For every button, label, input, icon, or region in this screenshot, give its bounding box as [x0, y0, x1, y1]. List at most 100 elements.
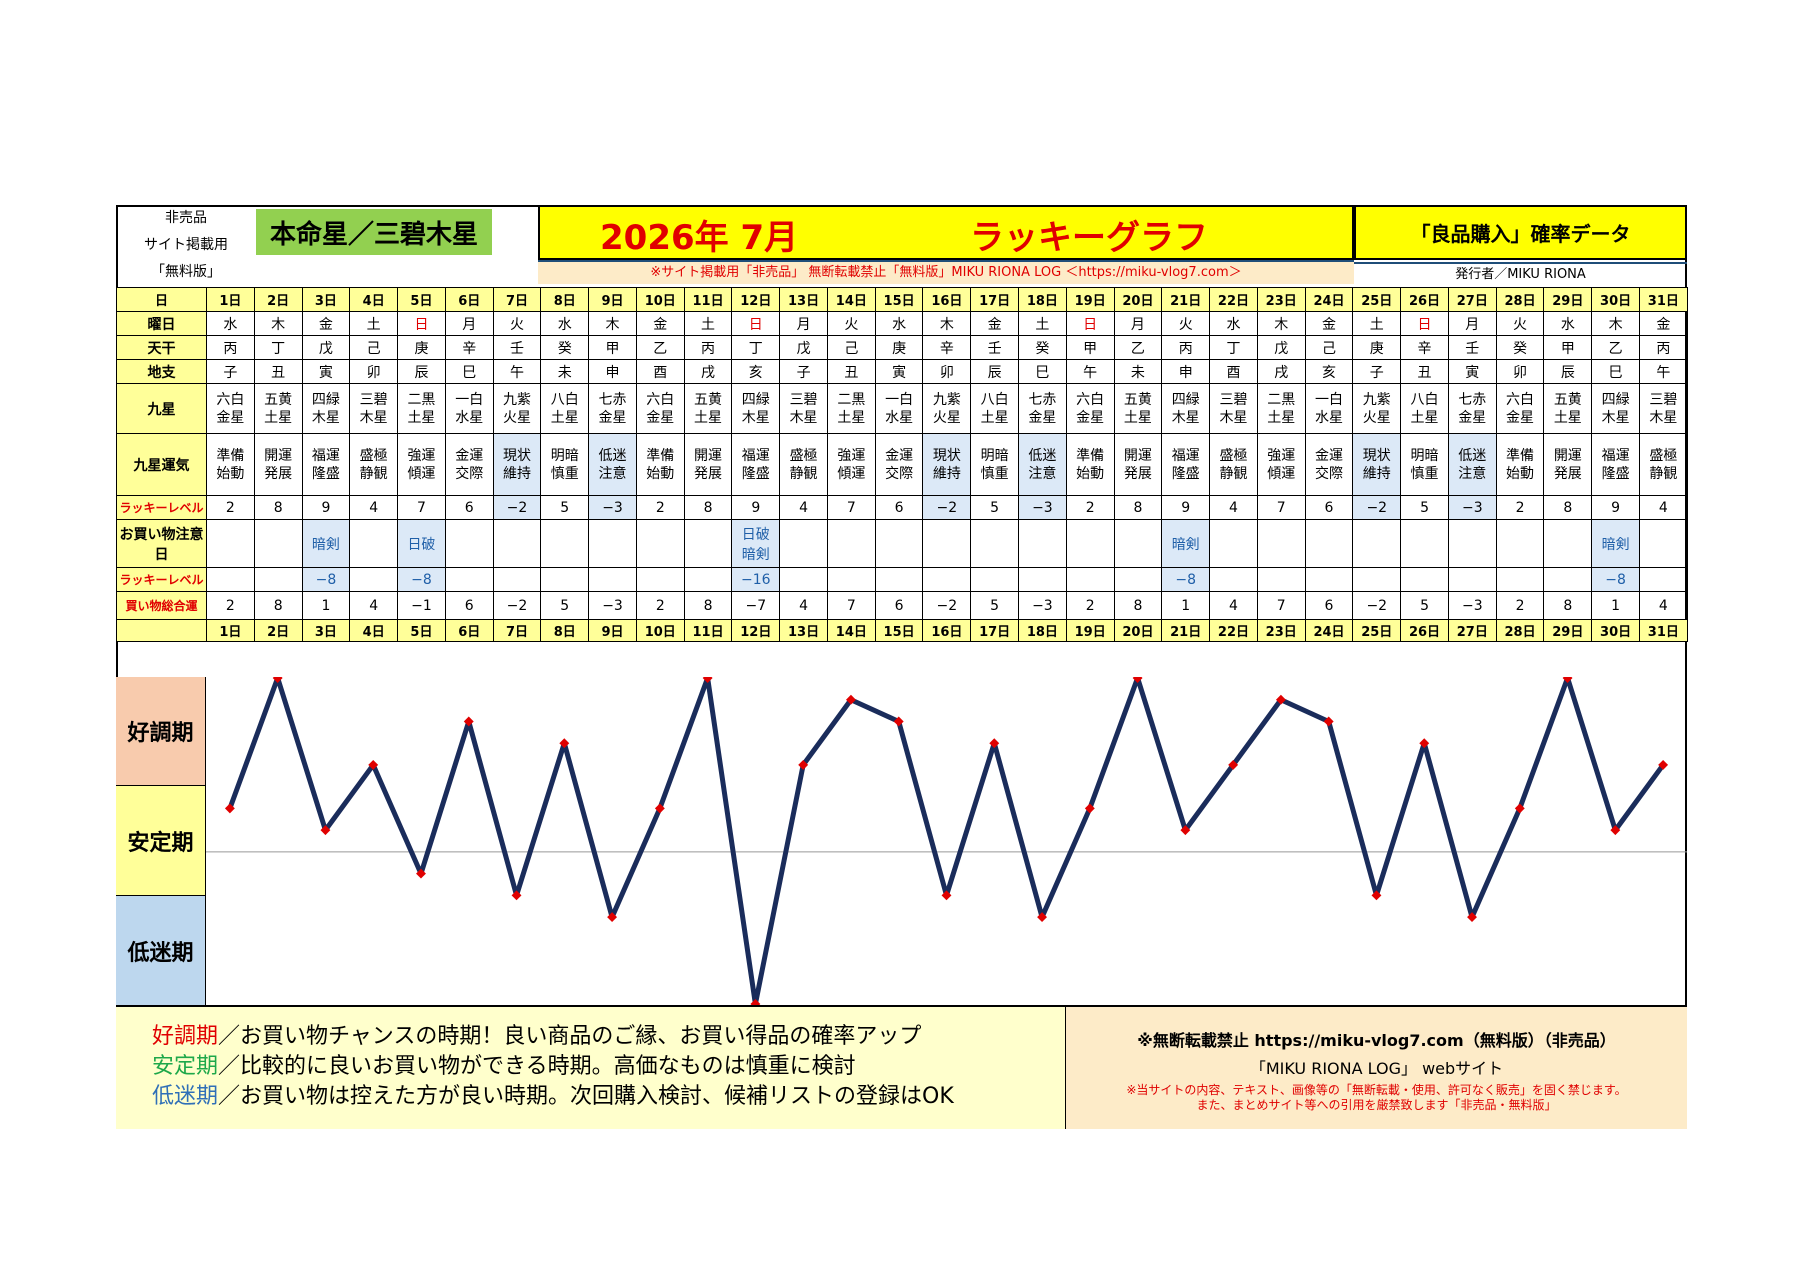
- kusei-cell: 六白 金星: [206, 383, 255, 434]
- lucky-series-line: [227, 677, 1666, 1005]
- kusei_unki-cell: 明暗 慎重: [970, 433, 1020, 496]
- weekday-cell: 水: [1543, 311, 1593, 336]
- kusei_unki-text: 静観: [789, 465, 818, 482]
- kusei_unki-cell: 明暗 慎重: [540, 433, 590, 496]
- lucky_level-cell: 2: [1065, 495, 1115, 520]
- lucky_level2-cell: [492, 567, 542, 592]
- lucky_level-cell: 7: [1256, 495, 1306, 520]
- kusei-text: 一白: [885, 391, 914, 408]
- row-tenkan: 天干丙丁戊己庚辛壬癸甲乙丙丁戊己庚辛壬癸甲乙丙丁戊己庚辛壬癸甲乙丙: [116, 335, 1688, 360]
- kusei-cell: 二黒 土星: [1256, 383, 1306, 434]
- kusei-text: 三碧: [1649, 391, 1678, 408]
- day-cell: 11日: [683, 619, 733, 642]
- day-cell: 9日: [588, 287, 637, 312]
- lucky_level-cell: 6: [444, 495, 494, 520]
- weekday-cell: 土: [683, 311, 733, 336]
- kusei_unki-text: 金運: [1314, 447, 1343, 464]
- kusei-cell: 五黄 土星: [1543, 383, 1593, 434]
- kusei_unki-text: 開運: [1123, 447, 1152, 464]
- day-cell: 29日: [1543, 619, 1593, 642]
- total-cell: 8: [253, 591, 303, 620]
- day-cell: 21日: [1161, 287, 1211, 312]
- chishi-cell: 亥: [731, 359, 781, 384]
- lucky_level2-cell: [540, 567, 590, 592]
- kusei_unki-cell: 盛極 静観: [1209, 433, 1258, 496]
- kusei_unki-text: 注意: [1028, 465, 1057, 482]
- kusei_unki-text: 維持: [932, 465, 961, 482]
- chishi-cell: 辰: [1543, 359, 1593, 384]
- legend-low-term: 低迷期: [152, 1084, 219, 1109]
- kusei-text: 土星: [980, 409, 1009, 426]
- day-cell: 17日: [970, 287, 1020, 312]
- lucky_level-cell: 9: [1161, 495, 1211, 520]
- shop_caution-cell: [922, 519, 972, 568]
- shop-caution-text: 暗剣: [1171, 536, 1200, 553]
- kusei_unki-cell: 金運 交際: [1304, 433, 1354, 496]
- lucky_level-cell: 2: [1495, 495, 1545, 520]
- shop_caution-cell: [492, 519, 542, 568]
- kusei-text: 木星: [1219, 409, 1248, 426]
- lucky_level-cell: 6: [1304, 495, 1354, 520]
- shop_caution-cell: [779, 519, 828, 568]
- lucky_level2-cell: [1018, 567, 1067, 592]
- shop_caution-cell: 日破 暗剣: [731, 519, 781, 568]
- kusei_unki-text: 準備: [646, 447, 675, 464]
- row-label-day: 日: [116, 287, 207, 312]
- total-cell: −1: [397, 591, 446, 620]
- lucky_level-cell: 4: [1638, 495, 1688, 520]
- day-cell: 12日: [731, 619, 781, 642]
- kusei-text: 八白: [980, 391, 1009, 408]
- weekday-cell: 日: [1400, 311, 1449, 336]
- day-cell: 9日: [588, 619, 637, 642]
- kusei-cell: 四緑 木星: [301, 383, 351, 434]
- kusei-cell: 一白 水星: [444, 383, 494, 434]
- data-point-13日: [798, 759, 809, 770]
- kusei-text: 火星: [932, 409, 961, 426]
- lucky_level-cell: 8: [1543, 495, 1593, 520]
- weekday-cell: 金: [635, 311, 685, 336]
- tenkan-cell: 辛: [922, 335, 972, 360]
- lucky_level-cell: 8: [253, 495, 303, 520]
- data-point-16日: [941, 890, 952, 901]
- kusei-text: 火星: [1362, 409, 1391, 426]
- lucky_level-cell: 4: [349, 495, 399, 520]
- kusei-cell: 七赤 金星: [588, 383, 637, 434]
- kusei_unki-text: 隆盛: [311, 465, 340, 482]
- kusei_unki-text: 始動: [216, 465, 245, 482]
- page-title: ラッキーグラフ: [970, 218, 1208, 258]
- chishi-cell: 申: [588, 359, 637, 384]
- lucky_level2-cell: [1543, 567, 1593, 592]
- kusei_unki-text: 傾運: [407, 465, 436, 482]
- chishi-cell: 未: [1113, 359, 1163, 384]
- kusei-cell: 八白 土星: [970, 383, 1020, 434]
- lucky_level2-cell: −8: [1591, 567, 1640, 592]
- kusei-text: 木星: [1649, 409, 1678, 426]
- day-cell: 2日: [253, 287, 303, 312]
- total-cell: 5: [1400, 591, 1449, 620]
- day-cell: 6日: [444, 619, 494, 642]
- kusei-cell: 三碧 木星: [1638, 383, 1688, 434]
- lucky_level-cell: −2: [492, 495, 542, 520]
- day-cell: 8日: [540, 287, 590, 312]
- chishi-cell: 辰: [397, 359, 446, 384]
- day-cell: 25日: [1352, 287, 1402, 312]
- kusei-cell: 一白 水星: [1304, 383, 1354, 434]
- day-cell: 15日: [874, 619, 924, 642]
- row-day-bottom: 1日 2日 3日 4日 5日 6日 7日 8日 9日 10日 11日 12日 13日 14日 15日 16日 1…: [116, 619, 1688, 642]
- kusei-text: 三碧: [359, 391, 388, 408]
- zone-good: 好調期: [116, 677, 206, 786]
- tenkan-cell: 癸: [540, 335, 590, 360]
- tenkan-cell: 庚: [874, 335, 924, 360]
- day-cell: 27日: [1447, 287, 1497, 312]
- kusei-text: 五黄: [264, 391, 293, 408]
- weekday-cell: 木: [253, 311, 303, 336]
- shop_caution-cell: [1209, 519, 1258, 568]
- kusei-text: 金星: [216, 409, 245, 426]
- day-cell: 31日: [1638, 619, 1688, 642]
- day-cell: 26日: [1400, 287, 1449, 312]
- row-label-tenkan: 天干: [116, 335, 207, 360]
- kusei_unki-text: 明暗: [1410, 447, 1439, 464]
- kusei-text: 土星: [1553, 409, 1582, 426]
- data-point-25日: [1371, 890, 1382, 901]
- kusei_unki-text: 隆盛: [1171, 465, 1200, 482]
